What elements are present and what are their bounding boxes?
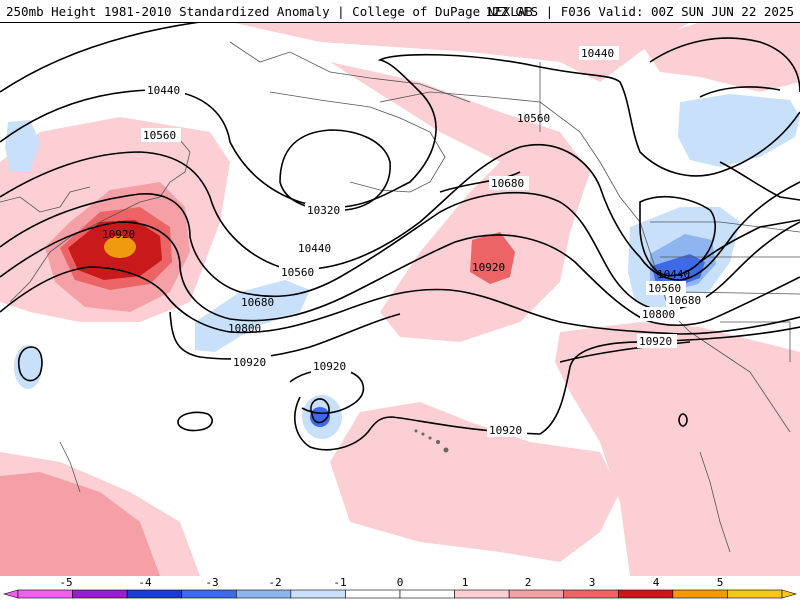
colorbar-legend: -5 -4 -3 -2 -1 0 1 2 3 4 5 [0, 576, 800, 600]
colorbar-swatch [126, 589, 183, 599]
positive-anomaly-central-pacific [470, 232, 515, 284]
colorbar-tick-label: 2 [525, 576, 532, 589]
contour-label: 10920 [639, 335, 672, 348]
contour-label: 10920 [472, 261, 505, 274]
colorbar-tick-label: -5 [59, 576, 72, 589]
colorbar-swatch [399, 589, 455, 599]
colorbar-swatch [290, 589, 346, 599]
contour-label: 10680 [241, 296, 274, 309]
anomaly-map: 10440 10560 10920 10320 10440 10560 1068… [0, 22, 800, 576]
contour-label: 10920 [102, 228, 135, 241]
contour-label: 10560 [143, 129, 176, 142]
contour-label: 10320 [307, 204, 340, 217]
colorbar-min-arrow [2, 589, 19, 599]
contour-label: 10560 [517, 112, 550, 125]
contour-label: 10920 [233, 356, 266, 369]
contour-label: 10560 [648, 282, 681, 295]
hawaii-islands [414, 429, 449, 453]
contour-label: 10680 [668, 294, 701, 307]
colorbar-swatch [454, 589, 510, 599]
contour-label: 10920 [489, 424, 522, 437]
colorbar-swatch [508, 589, 565, 599]
contour-label: 10440 [298, 242, 331, 255]
colorbar-swatch [727, 589, 783, 599]
contour-label: 10440 [581, 47, 614, 60]
colorbar-swatch [345, 589, 401, 599]
colorbar-tick-label: 3 [589, 576, 596, 589]
contour-label: 10680 [491, 177, 524, 190]
colorbar-tick-label: -2 [268, 576, 281, 589]
contour-label: 10440 [657, 268, 690, 281]
title-bar: 250mb Height 1981-2010 Standardized Anom… [0, 0, 800, 23]
colorbar-swatches [2, 589, 798, 599]
colorbar-swatch [563, 589, 619, 599]
colorbar-tick-label: 5 [717, 576, 724, 589]
contour-labels: 10440 10560 10920 10320 10440 10560 1068… [102, 46, 706, 437]
colorbar-swatch [72, 589, 128, 599]
colorbar-ticks: -5 -4 -3 -2 -1 0 1 2 3 4 5 [59, 576, 723, 589]
contour-label: 10560 [281, 266, 314, 279]
colorbar-tick-label: -4 [138, 576, 152, 589]
colorbar-swatch [17, 589, 73, 599]
contour-label: 10920 [313, 360, 346, 373]
colorbar-swatch [617, 589, 674, 599]
colorbar-swatch [235, 589, 292, 599]
colorbar-tick-label: -3 [205, 576, 218, 589]
colorbar-tick-label: 1 [462, 576, 469, 589]
contour-label: 10800 [642, 308, 675, 321]
map-title: 250mb Height 1981-2010 Standardized Anom… [6, 4, 533, 19]
colorbar-swatch [672, 589, 728, 599]
contour-label: 10440 [147, 84, 180, 97]
positive-anomaly-extreme [104, 236, 136, 258]
colorbar-tick-label: 0 [397, 576, 404, 589]
colorbar-swatch [181, 589, 237, 599]
model-run-info: 12Z GFS | F036 Valid: 00Z SUN JUN 22 202… [485, 4, 794, 19]
contour-label: 10800 [228, 322, 261, 335]
colorbar-max-arrow [781, 589, 798, 599]
coastlines [0, 41, 800, 553]
colorbar-tick-label: 4 [653, 576, 660, 589]
colorbar-tick-label: -1 [333, 576, 346, 589]
